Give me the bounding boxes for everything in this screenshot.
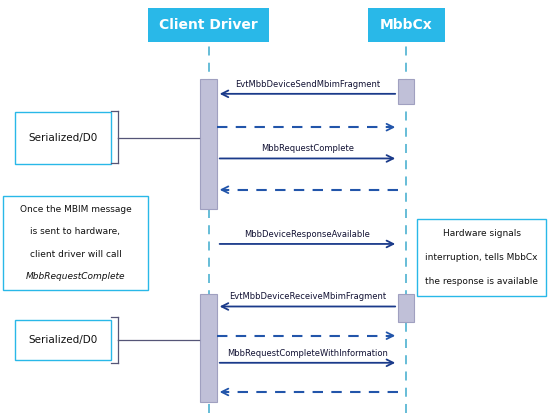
- FancyBboxPatch shape: [200, 79, 217, 208]
- Text: EvtMbbDeviceSendMbimFragment: EvtMbbDeviceSendMbimFragment: [235, 80, 380, 89]
- Text: Serialized/D0: Serialized/D0: [29, 133, 98, 143]
- FancyBboxPatch shape: [200, 294, 217, 402]
- FancyBboxPatch shape: [15, 320, 111, 359]
- FancyBboxPatch shape: [368, 8, 445, 42]
- FancyBboxPatch shape: [398, 294, 414, 322]
- Text: Hardware signals: Hardware signals: [442, 229, 521, 238]
- Text: the response is available: the response is available: [425, 277, 538, 286]
- Text: interruption, tells MbbCx: interruption, tells MbbCx: [425, 253, 538, 262]
- FancyBboxPatch shape: [15, 111, 111, 163]
- Text: is sent to hardware,: is sent to hardware,: [31, 227, 120, 236]
- Text: client driver will call: client driver will call: [30, 250, 121, 259]
- Text: MbbCx: MbbCx: [380, 18, 433, 32]
- Text: MbbRequestComplete: MbbRequestComplete: [26, 272, 125, 281]
- Text: EvtMbbDeviceReceiveMbimFragment: EvtMbbDeviceReceiveMbimFragment: [229, 292, 386, 301]
- Text: MbbDeviceResponseAvailable: MbbDeviceResponseAvailable: [244, 230, 371, 239]
- FancyBboxPatch shape: [3, 196, 148, 290]
- Text: Serialized/D0: Serialized/D0: [29, 335, 98, 345]
- Text: MbbRequestComplete: MbbRequestComplete: [261, 144, 354, 153]
- FancyBboxPatch shape: [398, 79, 414, 104]
- Text: Once the MBIM message: Once the MBIM message: [20, 205, 131, 214]
- Text: MbbRequestCompleteWithInformation: MbbRequestCompleteWithInformation: [227, 349, 388, 358]
- Text: Client Driver: Client Driver: [159, 18, 258, 32]
- FancyBboxPatch shape: [417, 219, 546, 296]
- FancyBboxPatch shape: [148, 8, 269, 42]
